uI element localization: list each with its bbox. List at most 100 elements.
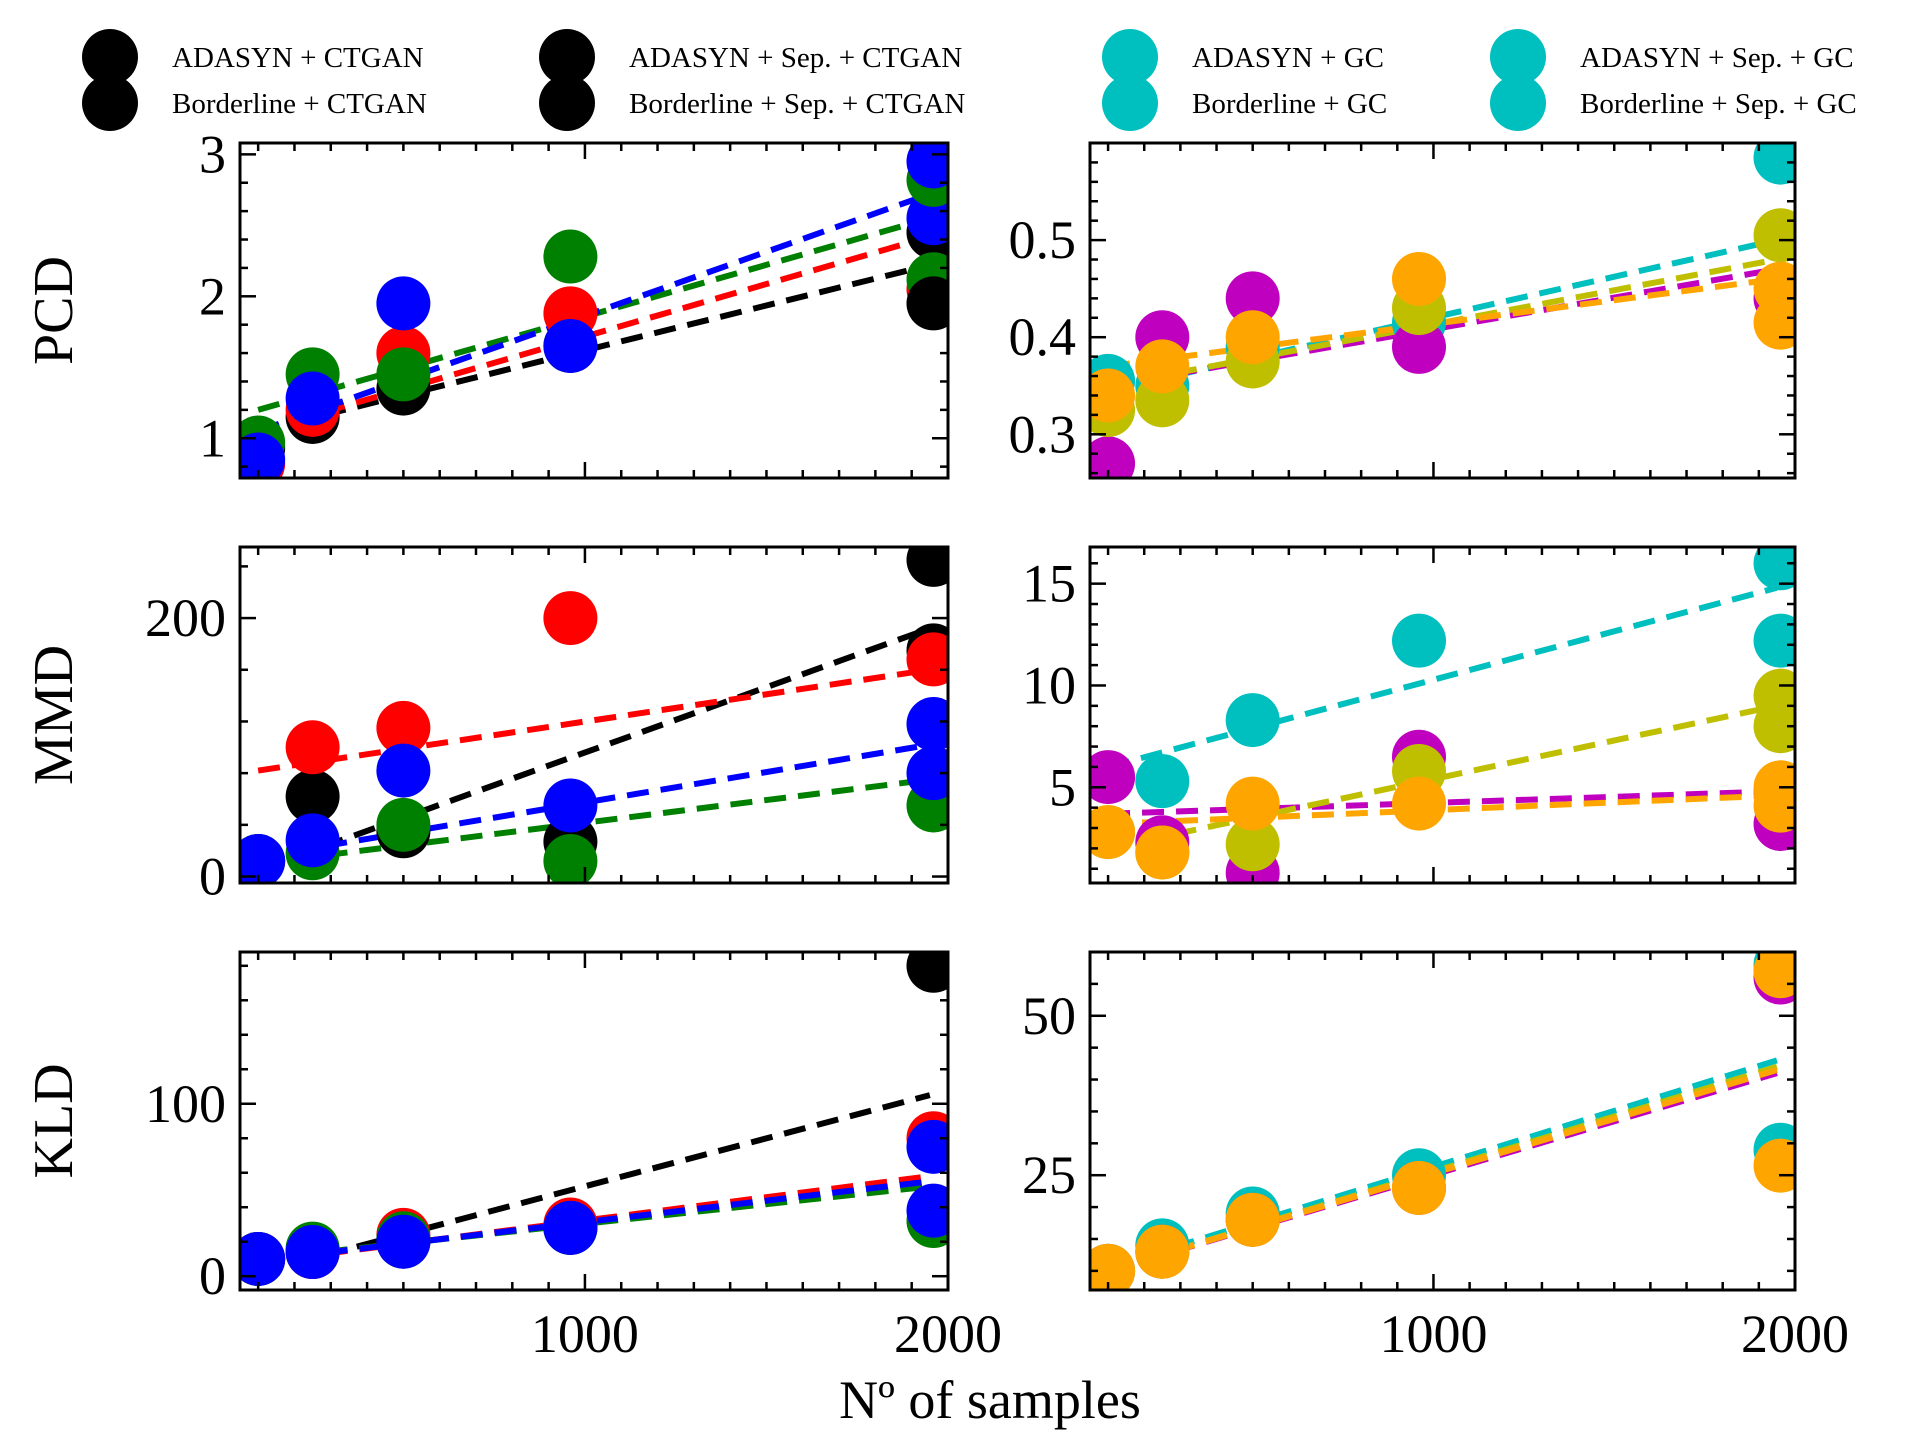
trend-line — [257, 776, 931, 867]
data-point — [1392, 319, 1446, 374]
y-tick-label: 1 — [199, 408, 226, 468]
data-point — [1225, 271, 1280, 326]
data-point — [1753, 547, 1795, 591]
data-point — [285, 813, 340, 868]
x-tick-label: 1000 — [531, 1304, 639, 1364]
x-axis-label: Nº of samples — [839, 1370, 1141, 1430]
data-point — [1135, 339, 1190, 394]
data-point — [376, 276, 431, 331]
data-point — [285, 769, 340, 824]
data-point — [240, 1231, 286, 1286]
y-tick-label: 15 — [1022, 554, 1076, 614]
data-point — [1392, 1160, 1446, 1215]
data-point — [1392, 251, 1446, 306]
data-point — [1753, 778, 1795, 833]
y-tick-label: 100 — [145, 1074, 226, 1134]
trend-line — [257, 1092, 931, 1276]
data-point — [543, 318, 598, 373]
data-point — [1225, 817, 1280, 872]
plot-area — [1090, 143, 1795, 478]
plot-area — [240, 143, 948, 478]
axis-frame — [238, 950, 950, 1292]
data-point — [1135, 825, 1190, 880]
data-point — [1753, 952, 1795, 999]
data-point — [1090, 1243, 1136, 1290]
panel-mmd_gc: 5 10 15 — [1022, 545, 1797, 885]
data-point — [543, 591, 598, 646]
data-point — [1753, 261, 1795, 316]
legend-marker — [1102, 29, 1158, 85]
y-tick-label: 0 — [199, 1246, 226, 1306]
y-axis-label: PCD — [23, 256, 85, 365]
data-point — [376, 347, 431, 402]
legend-label: Borderline + Sep. + CTGAN — [629, 88, 965, 120]
y-tick-label: 0.3 — [1009, 404, 1077, 464]
plot-area — [240, 547, 948, 883]
data-point — [1090, 805, 1136, 860]
trend-line — [257, 666, 931, 774]
data-point — [1753, 699, 1795, 754]
data-point — [906, 632, 948, 687]
panel-pcd_ctgan: 1 2 3 PCD — [23, 124, 950, 480]
x-tick-label: 1000 — [1379, 1304, 1487, 1364]
trend-line — [1107, 792, 1778, 827]
legend-label: Borderline + Sep. + GC — [1580, 88, 1857, 120]
data-point — [906, 276, 948, 331]
data-point — [906, 1183, 948, 1238]
axis-frame — [238, 545, 950, 885]
data-point — [1225, 310, 1280, 365]
y-tick-label: 0.4 — [1009, 307, 1077, 367]
data-point — [1090, 436, 1136, 478]
trend-line — [257, 1178, 931, 1264]
y-tick-label: 0.5 — [1009, 210, 1077, 270]
data-point — [285, 1225, 340, 1280]
data-point — [906, 1119, 948, 1174]
data-point — [543, 229, 598, 284]
data-point — [376, 743, 431, 798]
data-point — [376, 797, 431, 852]
y-tick-label: 10 — [1022, 655, 1076, 715]
legend-marker — [82, 75, 138, 131]
data-point — [1392, 613, 1446, 668]
data-point — [285, 371, 340, 426]
plot-area — [1090, 547, 1795, 883]
legend-marker — [1490, 75, 1546, 131]
data-point — [543, 834, 598, 883]
y-tick-label: 25 — [1022, 1145, 1076, 1205]
panel-pcd_gc: 0.3 0.4 0.5 — [1009, 141, 1797, 480]
legend-label: Borderline + GC — [1192, 88, 1387, 120]
legend-marker — [539, 29, 595, 85]
y-tick-label: 200 — [145, 588, 226, 648]
x-tick-label: 2000 — [894, 1304, 1002, 1364]
data-point — [543, 778, 598, 833]
trend-line — [1107, 275, 1778, 370]
trend-line — [1107, 788, 1778, 817]
legend-label: Borderline + CTGAN — [172, 88, 427, 120]
data-point — [906, 746, 948, 801]
legend-marker — [1102, 75, 1158, 131]
data-point — [376, 700, 431, 755]
legend: ADASYN + CTGAN Borderline + CTGAN ADASYN +… — [82, 29, 1857, 131]
data-point — [1753, 1138, 1795, 1193]
legend-marker — [1490, 29, 1546, 85]
legend-label: ADASYN + Sep. + CTGAN — [629, 42, 962, 74]
data-point — [543, 1200, 598, 1255]
panel-kld_gc: 1000 2000 25 50 — [1022, 950, 1849, 1364]
data-point — [1225, 1192, 1280, 1247]
data-point — [1753, 143, 1795, 185]
panels: 1 2 3 PCD 0.3 0.4 0.5 0 200 MMD 5 10 15 1000 2000 0 100 K… — [23, 124, 1849, 1364]
data-point — [1135, 754, 1190, 809]
plot-area — [240, 952, 948, 1286]
data-point — [1225, 693, 1280, 748]
legend-marker — [539, 75, 595, 131]
data-point — [1753, 208, 1795, 263]
legend-label: ADASYN + GC — [1192, 42, 1384, 74]
panel-mmd_ctgan: 0 200 MMD — [23, 545, 950, 907]
data-point — [906, 697, 948, 752]
data-point — [285, 720, 340, 775]
data-point — [1392, 776, 1446, 831]
data-point — [1135, 1224, 1190, 1279]
axis-frame — [1088, 950, 1797, 1292]
axis-frame — [238, 141, 950, 480]
axis-frame — [1088, 141, 1797, 480]
